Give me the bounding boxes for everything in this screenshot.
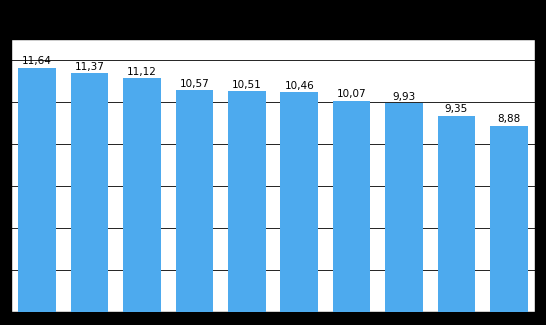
Bar — [70, 73, 109, 312]
Text: 11,12: 11,12 — [127, 67, 157, 77]
Bar — [18, 68, 56, 312]
Text: 11,64: 11,64 — [22, 56, 52, 66]
Bar — [280, 92, 318, 312]
Text: 11,37: 11,37 — [75, 62, 104, 72]
Text: 10,51: 10,51 — [232, 80, 262, 90]
Bar — [490, 125, 528, 312]
Text: 10,57: 10,57 — [180, 79, 209, 89]
Bar — [333, 100, 371, 312]
Text: 10,46: 10,46 — [284, 81, 314, 91]
Bar — [123, 78, 161, 312]
Bar — [437, 116, 476, 312]
Bar — [385, 103, 423, 312]
Text: 10,07: 10,07 — [337, 89, 366, 99]
Text: 8,88: 8,88 — [497, 114, 520, 124]
Bar — [228, 91, 266, 312]
Bar — [175, 90, 213, 312]
Text: 9,93: 9,93 — [393, 92, 416, 102]
Text: 9,35: 9,35 — [445, 104, 468, 114]
